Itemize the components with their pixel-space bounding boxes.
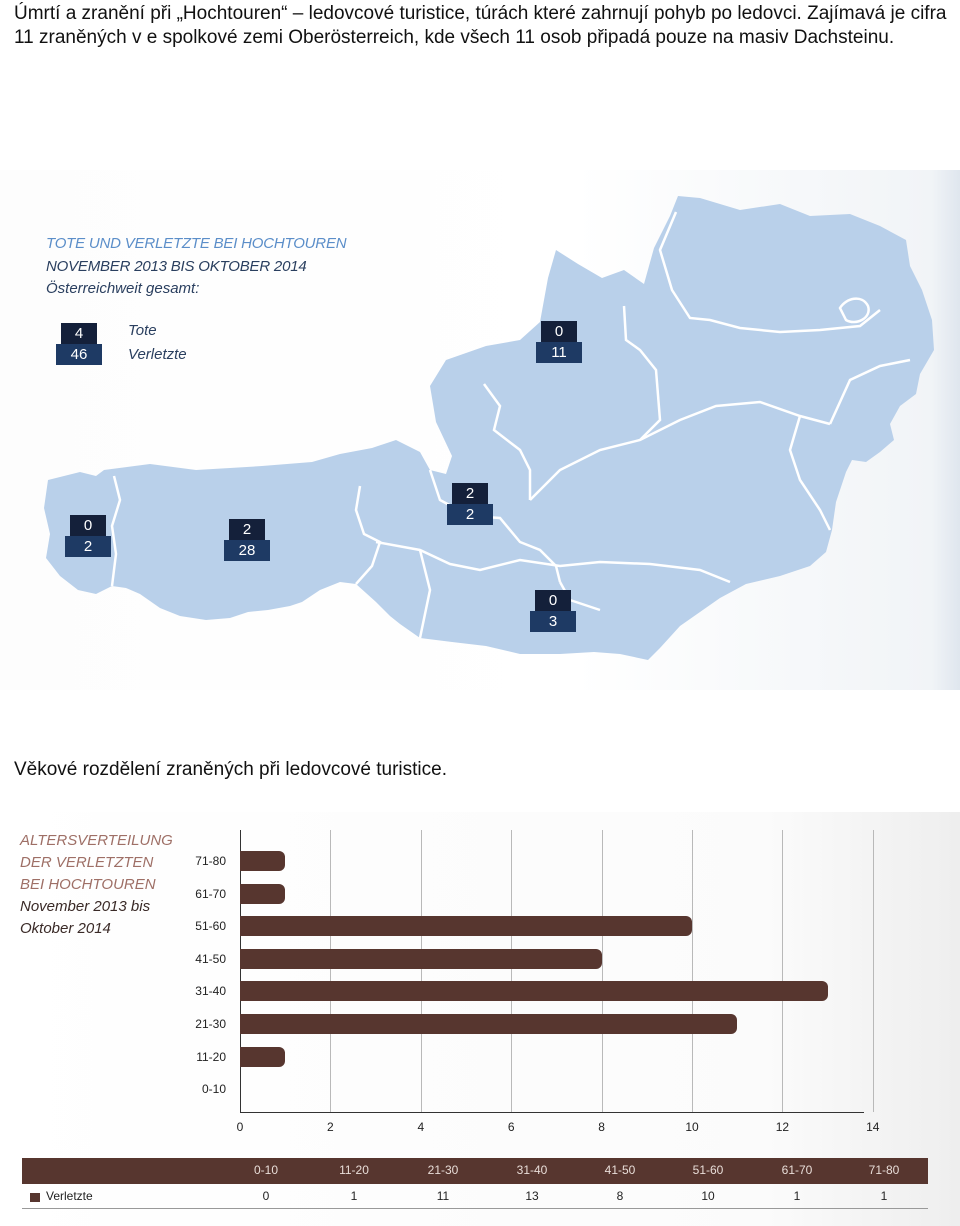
- bar-11-20: [240, 1046, 286, 1067]
- table-header-cell: 31-40: [516, 1163, 548, 1177]
- gridline: [511, 830, 513, 1112]
- y-tick-label: 71-80: [195, 854, 226, 868]
- y-tick-label: 0-10: [201, 1082, 226, 1097]
- table-value-cell: 1: [793, 1189, 801, 1203]
- x-axis-line: [240, 1112, 864, 1113]
- bar-71-80: [240, 851, 286, 871]
- map-title-line1: TOTE UND VERLETZTE BEI HOCHTOUREN: [46, 235, 347, 252]
- region-dead-value: 2: [452, 483, 488, 504]
- x-tick-label: 2: [327, 1120, 334, 1134]
- legend-swatch: [30, 1193, 40, 1202]
- table-header-cell: 0-10: [253, 1163, 279, 1177]
- chart-title-line4: November 2013 bis: [20, 898, 151, 915]
- y-tick-label: 41-50: [195, 951, 226, 966]
- region-dead-value: 0: [535, 590, 571, 611]
- region-badge-tyrol: 2 28: [224, 519, 270, 561]
- legend-badge: 4 46: [56, 323, 102, 365]
- y-tick-label: 51-60: [195, 919, 226, 934]
- table-header-cell: 61-70: [781, 1163, 813, 1177]
- region-badge-vorarlberg: 0 2: [65, 515, 111, 557]
- chart-title-line5: Oktober 2014: [20, 920, 111, 937]
- table-row-divider: [22, 1208, 928, 1209]
- table-value-cell: 1: [350, 1189, 358, 1203]
- bar-61-70: [240, 883, 286, 904]
- legend-dead-value: 4: [61, 323, 97, 344]
- region-injured-value: 2: [65, 536, 111, 557]
- gridline: [782, 830, 784, 1112]
- legend-injured-value: 46: [56, 344, 102, 365]
- table-value-cell: 0: [262, 1189, 270, 1203]
- x-tick-label: 6: [507, 1120, 515, 1134]
- gridline: [420, 830, 422, 1112]
- gridline: [330, 830, 332, 1112]
- bar-21-30: [240, 1014, 738, 1034]
- map-title-line2: NOVEMBER 2013 BIS OKTOBER 2014: [46, 258, 307, 275]
- x-tick-label: 12: [775, 1120, 790, 1134]
- table-header-cell: 41-50: [604, 1163, 636, 1177]
- table-value-cell: 8: [616, 1189, 624, 1203]
- y-tick-label: 61-70: [195, 886, 226, 901]
- region-dead-value: 0: [70, 515, 106, 536]
- state-borders: [110, 211, 911, 639]
- table-value-cell: 13: [525, 1189, 539, 1203]
- y-tick-label: 21-30: [195, 1017, 226, 1031]
- gridline: [872, 830, 874, 1112]
- x-tick-label: 4: [417, 1120, 425, 1134]
- gridline: [692, 830, 693, 1112]
- y-tick-label: 31-40: [195, 984, 226, 999]
- region-dead-value: 0: [541, 321, 577, 342]
- bar-51-60: [240, 916, 692, 937]
- gridline: [240, 830, 241, 1112]
- region-badge-upper-austria: 0 11: [536, 321, 582, 363]
- table-header-cell: 71-80: [868, 1163, 900, 1177]
- x-tick-label: 10: [685, 1120, 699, 1134]
- region-injured-value: 28: [224, 540, 270, 561]
- map-title-line3: Österreichweit gesamt:: [46, 280, 200, 297]
- bar-41-50: [240, 948, 602, 969]
- table-value-cell: 11: [436, 1189, 450, 1203]
- age-chart-caption: Věkové rozdělení zraněných při ledovcové…: [14, 759, 448, 780]
- x-tick-label: 0: [236, 1120, 244, 1134]
- region-injured-value: 11: [536, 342, 582, 363]
- table-header-bar: [22, 1158, 928, 1184]
- x-tick-label: 8: [598, 1120, 605, 1134]
- table-header-cell: 51-60: [692, 1163, 724, 1177]
- y-tick-label: 11-20: [196, 1049, 226, 1064]
- table-value-cell: 1: [880, 1189, 888, 1203]
- region-dead-value: 2: [229, 519, 265, 540]
- region-injured-value: 2: [447, 504, 493, 525]
- bar-31-40: [240, 981, 828, 1002]
- intro-paragraph: Úmrtí a zranění při „Hochtouren“ – ledov…: [14, 3, 947, 48]
- chart-title-line2: DER VERLETZTEN: [20, 854, 154, 871]
- region-injured-value: 3: [530, 611, 576, 632]
- table-header-cell: 21-30: [427, 1163, 459, 1177]
- gridline: [601, 830, 603, 1112]
- x-tick-label: 14: [866, 1120, 880, 1134]
- table-row-label: Verletzte: [46, 1189, 93, 1203]
- chart-title-line1: ALTERSVERTEILUNG: [20, 832, 173, 849]
- region-badge-carinthia: 0 3: [530, 590, 576, 632]
- chart-title-line3: BEI HOCHTOUREN: [20, 876, 156, 893]
- legend-dead-label: Tote: [128, 322, 157, 339]
- table-value-cell: 10: [701, 1189, 715, 1203]
- legend-injured-label: Verletzte: [128, 346, 187, 363]
- table-header-cell: 11-20: [339, 1163, 369, 1177]
- region-badge-salzburg: 2 2: [447, 483, 493, 525]
